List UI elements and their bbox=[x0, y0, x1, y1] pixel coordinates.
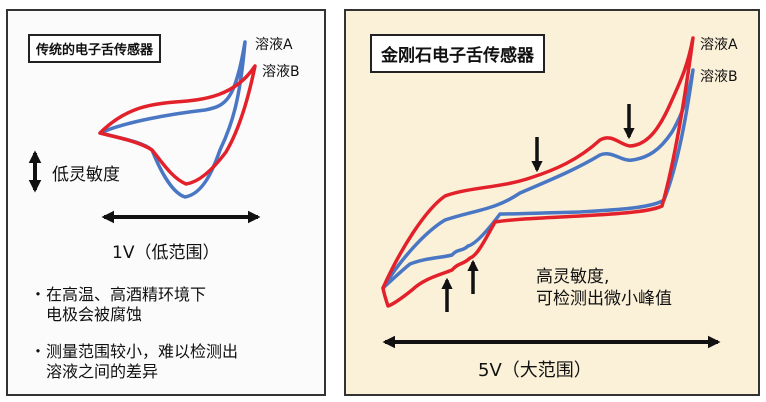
right-legend-solution-b: 溶液B bbox=[700, 69, 738, 85]
right-sensitivity-line-2: 可检测出微小峰值 bbox=[536, 289, 672, 309]
left-legend-solution-b: 溶液B bbox=[262, 64, 300, 80]
right-sensitivity-line-1: 高灵敏度, bbox=[536, 267, 610, 287]
left-bullet-2-line-2: 溶液之间的差异 bbox=[46, 362, 159, 381]
right-curve-solution-a bbox=[381, 36, 695, 308]
left-legend-solution-a: 溶液A bbox=[255, 37, 293, 53]
left-panel bbox=[6, 9, 326, 396]
left-range-label: 1V（低范围） bbox=[112, 243, 220, 263]
left-bullet-1-line-1: ・在高温、高酒精环境下 bbox=[30, 285, 207, 304]
right-range-label: 5V（大范围） bbox=[478, 360, 592, 381]
right-sensitivity-label: 高灵敏度, 可检测出微小峰值 bbox=[536, 266, 672, 310]
right-curve-solution-b bbox=[381, 68, 695, 290]
left-bullet-2-line-1: ・测量范围较小，难以检测出 bbox=[30, 342, 239, 361]
left-bullet-2: ・测量范围较小，难以检测出 溶液之间的差异 bbox=[30, 342, 238, 382]
left-bullet-1-line-2: 电极会被腐蚀 bbox=[46, 305, 143, 324]
right-legend-solution-a: 溶液A bbox=[700, 37, 738, 53]
right-panel-title: 金刚石电子舌传感器 bbox=[370, 34, 545, 73]
left-bullet-1: ・在高温、高酒精环境下 电极会被腐蚀 bbox=[30, 285, 206, 325]
left-sensitivity-label: 低灵敏度 bbox=[52, 165, 120, 185]
left-curve-solution-a bbox=[98, 64, 257, 186]
left-panel-title: 传统的电子舌传感器 bbox=[28, 34, 162, 63]
